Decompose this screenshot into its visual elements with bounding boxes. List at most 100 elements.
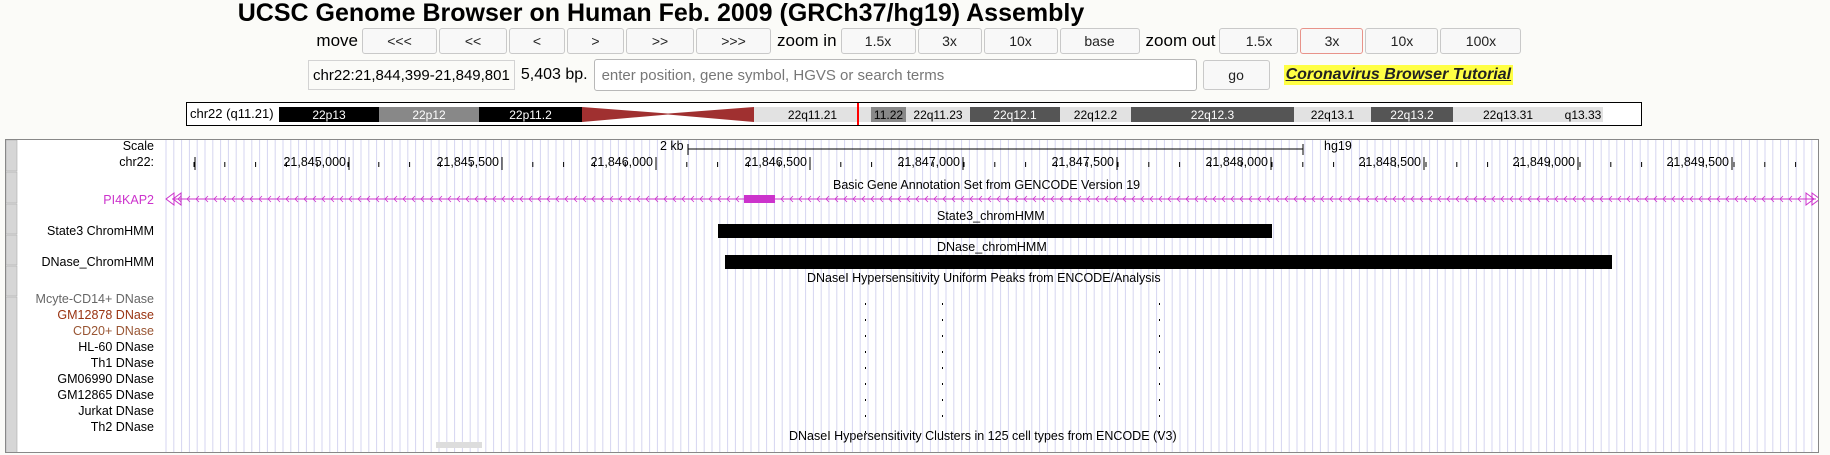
ideogram-band[interactable]: 22q12.3	[1131, 107, 1294, 122]
zoom-out-1-5x-button[interactable]: 1.5x	[1219, 28, 1299, 54]
gene-strand-arrow	[600, 195, 605, 203]
ideogram-band[interactable]: 11.22	[871, 107, 906, 122]
gene-start-marker	[172, 192, 182, 206]
zoom-in-10x-button[interactable]: 10x	[983, 28, 1058, 54]
ideogram-band[interactable]: 22q12.2	[1060, 107, 1131, 122]
ideogram-band[interactable]: 22q13.31	[1453, 107, 1563, 122]
dnase-track-label[interactable]: Th2 DNase	[90, 420, 154, 434]
ideogram-band[interactable]: 22p12	[379, 107, 479, 122]
move-right-far-button[interactable]: >>>	[696, 28, 771, 54]
move-right-small-button[interactable]: >	[567, 28, 624, 54]
dnase-chromhmm-track-label[interactable]: DNase_ChromHMM	[41, 255, 154, 269]
gene-strand-arrow	[960, 195, 965, 203]
dnase-peak	[1159, 319, 1160, 321]
dnase-peak	[1159, 383, 1160, 385]
gene-label-pi4kap2[interactable]: PI4KAP2	[103, 193, 154, 207]
gene-strand-arrow	[996, 195, 1001, 203]
move-left-button[interactable]: <<	[439, 28, 507, 54]
gene-strand-arrow	[915, 195, 920, 203]
gene-strand-arrow	[1734, 195, 1739, 203]
gene-strand-arrow	[1617, 195, 1622, 203]
ideogram-band[interactable]: 22q12.1	[970, 107, 1060, 122]
gene-strand-arrow	[1518, 195, 1523, 203]
gene-strand-arrow	[456, 195, 461, 203]
gene-strand-arrow	[978, 195, 983, 203]
dnase-track-label[interactable]: Th1 DNase	[90, 356, 154, 370]
move-right-button[interactable]: >>	[626, 28, 694, 54]
ideogram-band[interactable]: 22q13.2	[1371, 107, 1453, 122]
ideogram-band[interactable]: q13.33	[1563, 107, 1603, 122]
gene-strand-arrow	[1779, 195, 1784, 203]
gene-strand-arrow	[276, 195, 281, 203]
gene-strand-arrow	[1194, 195, 1199, 203]
gene-strand-arrow	[645, 195, 650, 203]
page-title: UCSC Genome Browser on Human Feb. 2009 (…	[237, 0, 1085, 27]
gene-strand-arrow	[1203, 195, 1208, 203]
zoom-in-3x-button[interactable]: 3x	[917, 28, 982, 54]
gene-strand-arrow	[519, 195, 524, 203]
ideogram-band[interactable]: 22p13	[279, 107, 379, 122]
gene-strand-arrow	[582, 195, 587, 203]
gene-strand-arrow	[1725, 195, 1730, 203]
ideogram-chrom-label: chr22 (q11.21)	[190, 106, 274, 121]
gene-strand-arrow	[1275, 195, 1280, 203]
gene-strand-arrow	[690, 195, 695, 203]
zoom-base-button[interactable]: base	[1059, 28, 1140, 54]
zoom-in-label: zoom in	[777, 31, 837, 50]
go-button[interactable]: go	[1202, 60, 1270, 90]
dnase-track-label[interactable]: Mcyte-CD14+ DNase	[35, 292, 154, 306]
gene-strand-arrow	[429, 195, 434, 203]
ideogram-band[interactable]: 22q13.1	[1294, 107, 1371, 122]
dnase-peak	[1159, 351, 1160, 353]
zoom-out-3x-button[interactable]: 3x	[1300, 28, 1364, 54]
dnase-track-label[interactable]: CD20+ DNase	[73, 324, 154, 338]
tutorial-link[interactable]: Coronavirus Browser Tutorial	[1283, 65, 1514, 85]
dnase-track-label[interactable]: GM06990 DNase	[57, 372, 154, 386]
dnase-peak	[1159, 399, 1160, 401]
ideogram-band[interactable]: 22q11.21	[754, 107, 871, 122]
track-image[interactable]	[6, 140, 1818, 452]
tick-label: 21,848,500	[1358, 155, 1421, 169]
gene-strand-arrow	[1068, 195, 1073, 203]
gene-strand-arrow	[1473, 195, 1478, 203]
dnase-track-label[interactable]: Jurkat DNase	[78, 404, 154, 418]
zoom-out-label: zoom out	[1145, 31, 1216, 50]
zoom-in-1-5x-button[interactable]: 1.5x	[840, 28, 916, 54]
dnase-peak	[942, 431, 943, 433]
ideogram-band[interactable]: 22q11.23	[906, 107, 970, 122]
search-input[interactable]	[593, 59, 1197, 91]
dnase-peak	[942, 303, 943, 305]
move-left-far-button[interactable]: <<<	[362, 28, 437, 54]
gene-strand-arrow	[1239, 195, 1244, 203]
gene-strand-arrow	[798, 195, 803, 203]
gene-strand-arrow	[447, 195, 452, 203]
gene-strand-arrow	[1383, 195, 1388, 203]
gene-strand-arrow	[1671, 195, 1676, 203]
gene-strand-arrow	[564, 195, 569, 203]
ideogram-band[interactable]: 22p11.2	[479, 107, 582, 122]
track-panel[interactable]: Scale chr22: 2 kb hg19 21,845,000 21,845,…	[5, 139, 1819, 453]
gene-strand-arrow	[843, 195, 848, 203]
gene-strand-arrow	[294, 195, 299, 203]
gene-strand-arrow	[420, 195, 425, 203]
dnase-chromhmm-track-title: DNase_chromHMM	[937, 240, 1047, 254]
move-left-small-button[interactable]: <	[509, 28, 565, 54]
gene-strand-arrow	[1500, 195, 1505, 203]
dnase-peak	[865, 383, 866, 385]
dnase-track-label[interactable]: GM12878 DNase	[57, 308, 154, 322]
gene-strand-arrow	[1131, 195, 1136, 203]
gene-strand-arrow	[177, 195, 182, 203]
gene-strand-arrow	[1707, 195, 1712, 203]
gene-strand-arrow	[402, 195, 407, 203]
gene-strand-arrow	[1230, 195, 1235, 203]
gene-strand-arrow	[789, 195, 794, 203]
dnase-track-label[interactable]: GM12865 DNase	[57, 388, 154, 402]
zoom-out-100x-button[interactable]: 100x	[1440, 28, 1522, 54]
dnase-track-label[interactable]: HL-60 DNase	[78, 340, 154, 354]
dnase-peak	[942, 351, 943, 353]
state3-track-label[interactable]: State3 ChromHMM	[47, 224, 154, 238]
gene-strand-arrow	[249, 195, 254, 203]
dnase-peak	[1159, 303, 1160, 305]
zoom-out-10x-button[interactable]: 10x	[1365, 28, 1439, 54]
chromosome-ideogram[interactable]: chr22 (q11.21) 22p13 22p12 22p11.2 22q11.21…	[186, 102, 1642, 126]
